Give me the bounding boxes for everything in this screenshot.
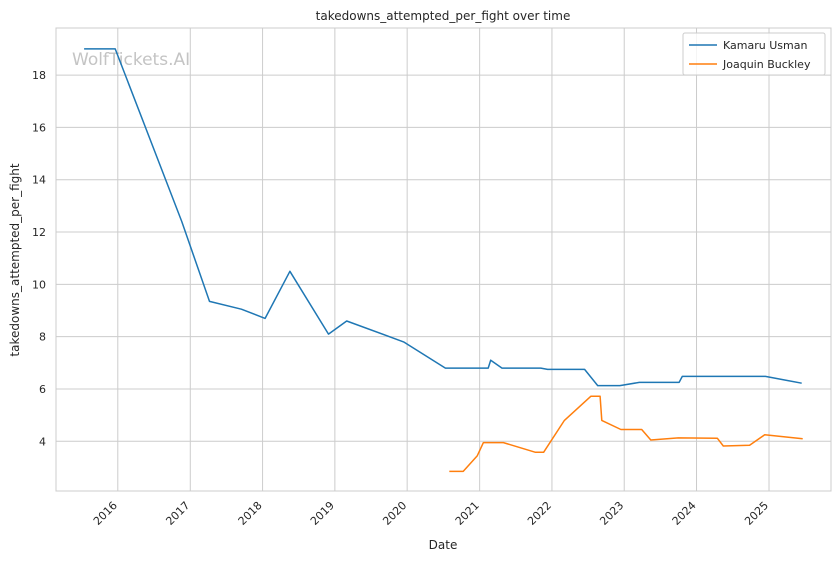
x-tick-label: 2020	[380, 499, 409, 528]
legend-box	[682, 32, 826, 76]
chart-title: takedowns_attempted_per_fight over time	[316, 9, 571, 23]
x-tick-label: 2023	[597, 499, 626, 528]
y-tick-label: 18	[32, 69, 46, 82]
x-tick-labels: 2016 2017 2018 2019 2020 2021 2022 2023 2024 2025	[91, 499, 771, 528]
x-axis-label: Date	[429, 538, 458, 552]
series-line-joaquin-buckley	[449, 395, 803, 473]
watermark: WolfTickets.AI	[72, 50, 190, 70]
x-tick-label: 2025	[742, 499, 771, 528]
x-tick-label: 2021	[453, 499, 482, 528]
y-tick-label: 6	[39, 383, 46, 396]
x-tick-label: 2022	[525, 499, 554, 528]
y-tick-label: 8	[39, 331, 46, 344]
y-axis-label: takedowns_attempted_per_fight	[8, 163, 22, 356]
y-tick-label: 4	[39, 435, 46, 448]
y-tick-label: 12	[32, 226, 46, 239]
y-tick-label: 10	[32, 278, 46, 291]
plot-area-frame	[55, 27, 832, 492]
y-tick-label: 16	[32, 121, 46, 134]
legend-label: Joaquin Buckley	[722, 58, 811, 71]
y-tick-label: 14	[32, 174, 46, 187]
x-tick-label: 2016	[91, 499, 120, 528]
x-tick-label: 2019	[308, 499, 337, 528]
gridlines	[56, 28, 831, 491]
y-tick-labels: 4 6 8 10 12 14 16 18	[32, 69, 46, 448]
legend-label: Kamaru Usman	[723, 39, 807, 52]
series-line-kamaru-usman	[84, 48, 802, 387]
x-tick-label: 2024	[670, 499, 699, 528]
series-group	[84, 48, 803, 473]
x-tick-label: 2018	[236, 499, 265, 528]
x-tick-label: 2017	[163, 499, 192, 528]
legend: Kamaru Usman Joaquin Buckley	[682, 32, 826, 76]
